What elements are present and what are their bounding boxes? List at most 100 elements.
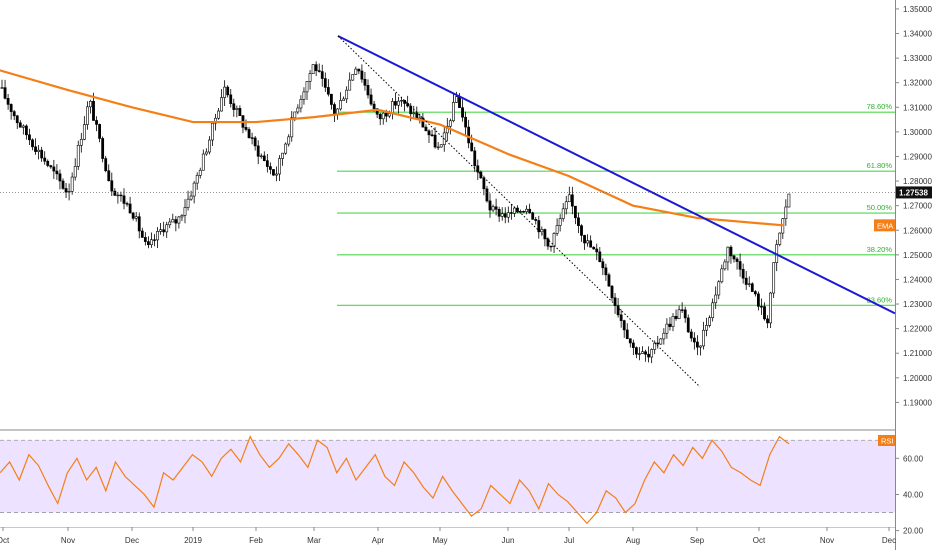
candle-down [131,212,135,219]
candle-up [747,283,751,285]
time-axis: Oct Nov Dec 2019 Feb Mar Apr May Jun Jul Aug Sep Oct… [0,527,896,545]
candle-up [677,309,681,319]
rsi-badge-text: RSI [881,437,894,446]
price-tick-label: 1.31000 [903,103,932,112]
time-tick-label: Jul [564,536,574,545]
candle-down [573,205,577,219]
candle-down [43,157,47,162]
candle-down [494,206,498,210]
candle-down [613,297,617,307]
candle-up [412,112,416,115]
rsi-tick-label: 20.00 [903,527,924,536]
rsi-band-fill [0,440,895,513]
candle-down [766,318,769,324]
candle-down [668,323,672,327]
candle-down [680,309,684,311]
candle-down [647,353,651,358]
candle-up [650,349,654,358]
price-tick-label: 1.21000 [903,349,932,358]
candle-down [125,203,129,205]
candle-up [86,106,89,125]
time-tick-label: Feb [249,536,263,545]
candle-down [467,126,471,144]
price-tick-label: 1.34000 [903,30,932,39]
price-tick-label: 1.32000 [903,79,932,88]
candle-up [512,207,516,214]
time-tick-label: Mar [307,536,321,545]
candle-up [552,233,556,247]
candle-up [717,281,721,296]
candle-up [662,332,666,340]
candle-up [168,221,172,226]
candle-down [95,120,98,125]
fib-label: 78.60% [867,102,893,111]
price-tick-label: 1.26000 [903,226,932,235]
candle-up [638,353,641,355]
candle-down [140,230,144,238]
time-tick-label: Dec [882,536,896,545]
candle-down [317,70,321,72]
candle-up [73,166,77,178]
candle-up [82,124,86,140]
time-tick-label: Nov [61,536,75,545]
ema-series [0,69,784,227]
candle-down [634,347,638,355]
candle-down [735,258,739,262]
fib-label: 23.60% [867,295,893,304]
time-tick-label: Oct [753,536,766,545]
candle-down [366,85,370,96]
candle-down [729,246,733,257]
candle-up [339,100,342,110]
candle-down [537,220,541,233]
candle-up [586,240,590,244]
ema-line [0,69,784,227]
candle-down [689,331,693,339]
candle-down [9,104,13,112]
candle-up [705,325,708,331]
candle-down [320,71,324,79]
candle-up [784,206,788,219]
candle-down [247,129,251,138]
candle-down [137,216,141,232]
time-tick-label: Apr [372,536,385,545]
candle-down [488,200,492,211]
candle-down [232,103,236,110]
candle-up [305,81,309,93]
candle-down [226,86,230,96]
candle-down [464,116,468,128]
candle-up [70,176,74,192]
candle-down [656,342,660,345]
candle-down [458,96,461,108]
candle-up [558,218,562,226]
candle-up [0,87,4,89]
axis-badges: 1.27538 EMA RSI [874,186,932,446]
rsi-tick-label: 40.00 [903,490,924,499]
candle-down [604,267,608,276]
candle-down [162,229,166,233]
candle-down [360,70,364,80]
candle-down [28,134,31,141]
candle-up [561,208,565,219]
candle-down [631,342,635,348]
candle-down [378,113,382,120]
candle-down [744,277,748,285]
candle-down [589,240,593,248]
candle-down [6,98,10,105]
candles [0,61,791,364]
candle-up [390,101,394,114]
candle-down [549,245,553,248]
candle-down [470,142,474,152]
candle-up [445,125,449,134]
candle-up [220,97,224,112]
candle-down [153,239,156,241]
candle-up [299,99,303,109]
candle-up [156,231,159,241]
candle-down [430,134,434,136]
candle-up [397,100,400,106]
candle-down [394,101,397,106]
candle-up [525,208,529,213]
candle-up [223,86,227,98]
candle-up [699,345,702,348]
last-price-badge [896,186,932,199]
